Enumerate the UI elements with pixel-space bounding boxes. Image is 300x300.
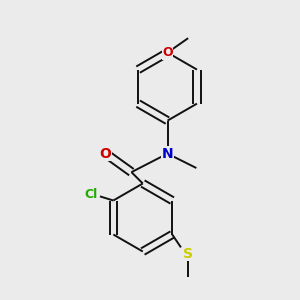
Text: O: O bbox=[162, 46, 173, 59]
Text: Cl: Cl bbox=[84, 188, 97, 201]
Text: S: S bbox=[183, 247, 193, 261]
Text: N: N bbox=[162, 147, 173, 160]
Text: O: O bbox=[100, 147, 112, 160]
